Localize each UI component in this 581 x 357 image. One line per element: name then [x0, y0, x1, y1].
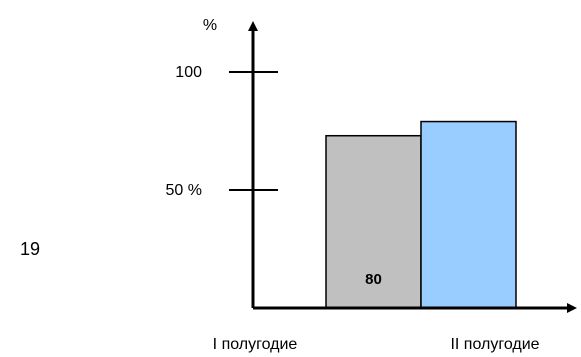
bar-2 — [420, 120, 517, 309]
y-axis-label: % — [203, 17, 217, 34]
category-label-1: I полугодие — [213, 336, 298, 353]
bar-1-data-label: 80 — [365, 271, 382, 288]
y-tick-label-1: 50 % — [166, 182, 202, 199]
bar-1 — [325, 134, 422, 309]
side-label: 19 — [20, 239, 40, 259]
category-label-2: II полугодие — [450, 336, 539, 353]
y-tick-label-2: 100 — [175, 64, 202, 81]
